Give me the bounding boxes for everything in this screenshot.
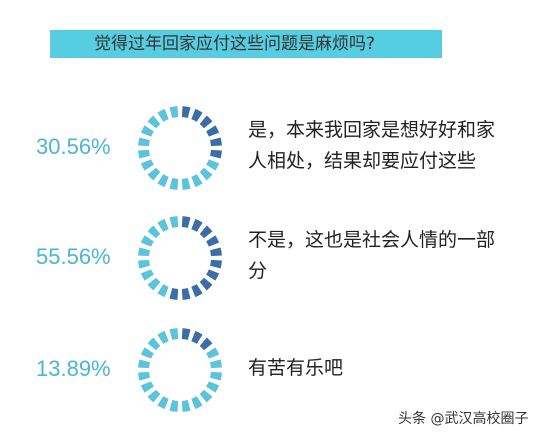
ring-segment-value — [181, 216, 191, 228]
ring-segment-value — [210, 247, 222, 257]
ring-segment-value — [191, 330, 203, 344]
value-label: 13.89% — [36, 356, 111, 381]
ring-segment-track — [169, 216, 179, 228]
ring-segment-value — [206, 269, 220, 281]
ring-segment-value — [210, 259, 222, 269]
category-label: 不是，这也是社会人情的一部分 — [248, 229, 496, 282]
ring-segment-value — [206, 235, 220, 247]
chart-title: 觉得过年回家应付这些问题是麻烦吗? — [50, 30, 442, 58]
ring-segment-track — [147, 277, 161, 291]
ring-segment-track — [140, 347, 154, 359]
ring-segment-value — [210, 137, 222, 147]
ring-segment-track — [199, 389, 213, 403]
ring-segment-value — [191, 284, 203, 298]
ring-segment-track — [140, 381, 154, 393]
ring-segment-value — [191, 108, 203, 122]
ring-segment-value — [181, 328, 191, 340]
value-label: 30.56% — [36, 134, 111, 159]
ring-segment-value — [206, 125, 220, 137]
ring-segment-track — [147, 167, 161, 181]
ring-value — [169, 216, 222, 300]
ring-segment-track — [147, 389, 161, 403]
ring-segment-value — [181, 106, 191, 118]
ring-segment-value — [210, 149, 222, 159]
ring-segment-track — [169, 178, 179, 190]
ring-segment-value — [181, 288, 191, 300]
watermark: 头条 @武汉高校圈子 — [398, 411, 529, 427]
ring-segment-track — [157, 396, 169, 410]
ring-segment-track — [199, 167, 213, 181]
ring-segment-track — [206, 159, 220, 171]
ring-segment-track — [157, 218, 169, 232]
ring-segment-value — [199, 277, 213, 291]
ring-segment-track — [138, 359, 150, 369]
ring-segment-track — [157, 108, 169, 122]
ring-segment-track — [157, 174, 169, 188]
ring-segment-track — [138, 371, 150, 381]
ring-value — [181, 106, 222, 159]
ring-segment-track — [169, 328, 179, 340]
ring-segment-track — [169, 400, 179, 412]
ring-segment-track — [206, 381, 220, 393]
ring-segment-track — [140, 159, 154, 171]
ring-segment-track — [210, 371, 222, 381]
ring-segment-track — [157, 330, 169, 344]
ring-value — [181, 328, 213, 351]
value-label: 55.56% — [36, 244, 111, 269]
ring-segment-track — [147, 225, 161, 239]
ring-segment-track — [140, 125, 154, 137]
ring-segment-track — [138, 149, 150, 159]
ring-segment-track — [138, 259, 150, 269]
ring-segment-value — [199, 337, 213, 351]
ring-segment-track — [206, 347, 220, 359]
ring-segment-track — [210, 359, 222, 369]
ring-segment-track — [147, 115, 161, 129]
category-label: 是，本来我回家是想好好和家人相处，结果却要应付这些 — [248, 119, 496, 172]
ring-segment-track — [157, 284, 169, 298]
ring-segment-track — [140, 235, 154, 247]
ring-segment-track — [138, 247, 150, 257]
ring-segment-track — [181, 178, 191, 190]
ring-segment-value — [191, 218, 203, 232]
ring-segment-value — [199, 115, 213, 129]
ring-segment-track — [147, 337, 161, 351]
ring-segment-track — [191, 174, 203, 188]
ring-segment-track — [191, 396, 203, 410]
ring-segment-value — [199, 225, 213, 239]
category-label: 有苦有乐吧 — [248, 356, 344, 379]
ring-segment-value — [169, 288, 179, 300]
ring-segment-track — [138, 137, 150, 147]
ring-segment-track — [140, 269, 154, 281]
ring-segment-track — [181, 400, 191, 412]
ring-segment-track — [169, 106, 179, 118]
